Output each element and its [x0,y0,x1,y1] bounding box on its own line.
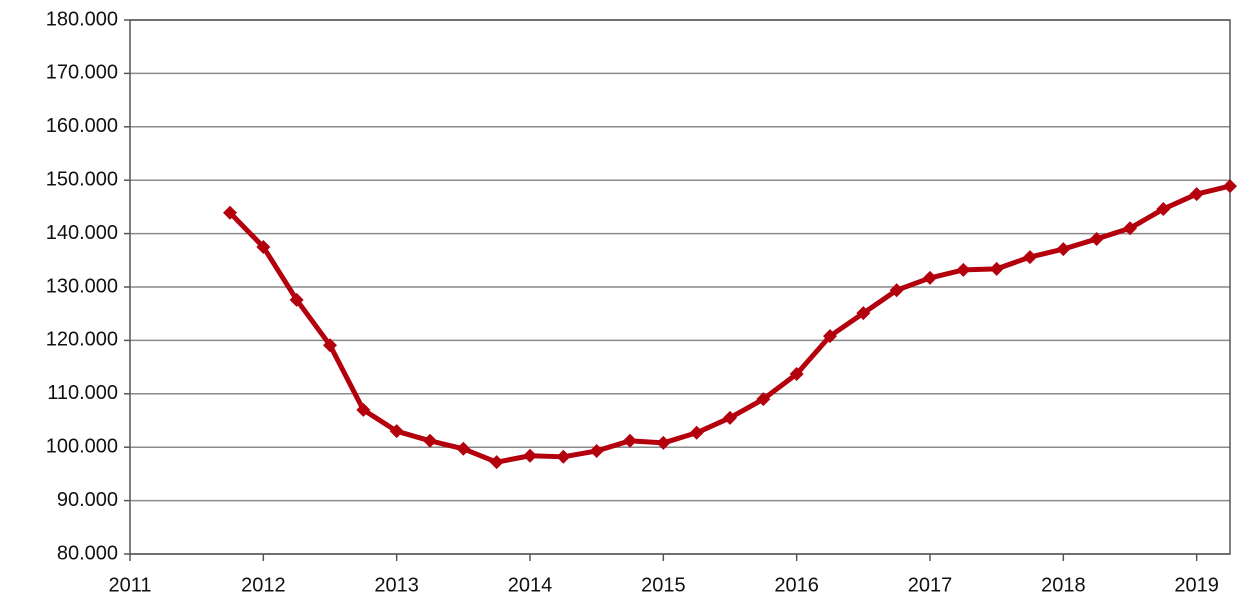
x-tick-label: 2017 [908,574,953,596]
marker [889,283,904,298]
y-tick-label: 130.000 [46,275,118,297]
marker [456,441,471,456]
marker [756,392,771,407]
marker [556,449,571,464]
marker [489,455,504,470]
marker [723,410,737,425]
marker [789,367,804,382]
marker [523,448,537,463]
marker [1023,250,1037,265]
marker [923,270,937,285]
marker [956,262,971,277]
marker [989,261,1004,276]
marker [256,239,271,254]
marker [1156,202,1171,217]
y-tick-label: 150.000 [46,168,118,190]
x-tick-label: 2018 [1041,574,1086,596]
marker [223,205,237,220]
marker [1189,187,1204,202]
marker [289,292,304,307]
x-tick-label: 2011 [108,574,151,596]
marker [856,306,871,321]
marker [423,433,437,448]
marker [1223,179,1237,194]
y-tick-label: 180.000 [46,8,118,30]
marker [1123,221,1137,236]
y-tick-label: 110.000 [47,382,118,404]
plot-border [129,19,1231,555]
marker [323,338,337,353]
marker [656,435,671,450]
x-tick-label: 2016 [774,574,819,596]
y-tick-label: 170.000 [46,62,118,84]
y-tick-label: 80.000 [57,542,118,564]
x-tick-label: 2012 [241,574,286,596]
x-tick-label: 2013 [374,574,419,596]
y-tick-label: 100.000 [46,435,118,457]
marker [389,424,404,439]
marker [1089,231,1104,246]
marker [589,443,604,458]
y-tick-label: 160.000 [46,115,118,137]
x-tick-label: 2014 [508,574,553,596]
x-tick-label: 2019 [1174,574,1219,596]
x-tick-label: 2015 [641,574,686,596]
y-tick-label: 120.000 [46,329,118,351]
marker [823,329,837,344]
marker [623,433,637,448]
marker [689,425,704,440]
y-tick-label: 90.000 [57,489,118,511]
y-tick-label: 140.000 [46,222,118,244]
marker [356,402,371,417]
marker [1056,242,1071,257]
